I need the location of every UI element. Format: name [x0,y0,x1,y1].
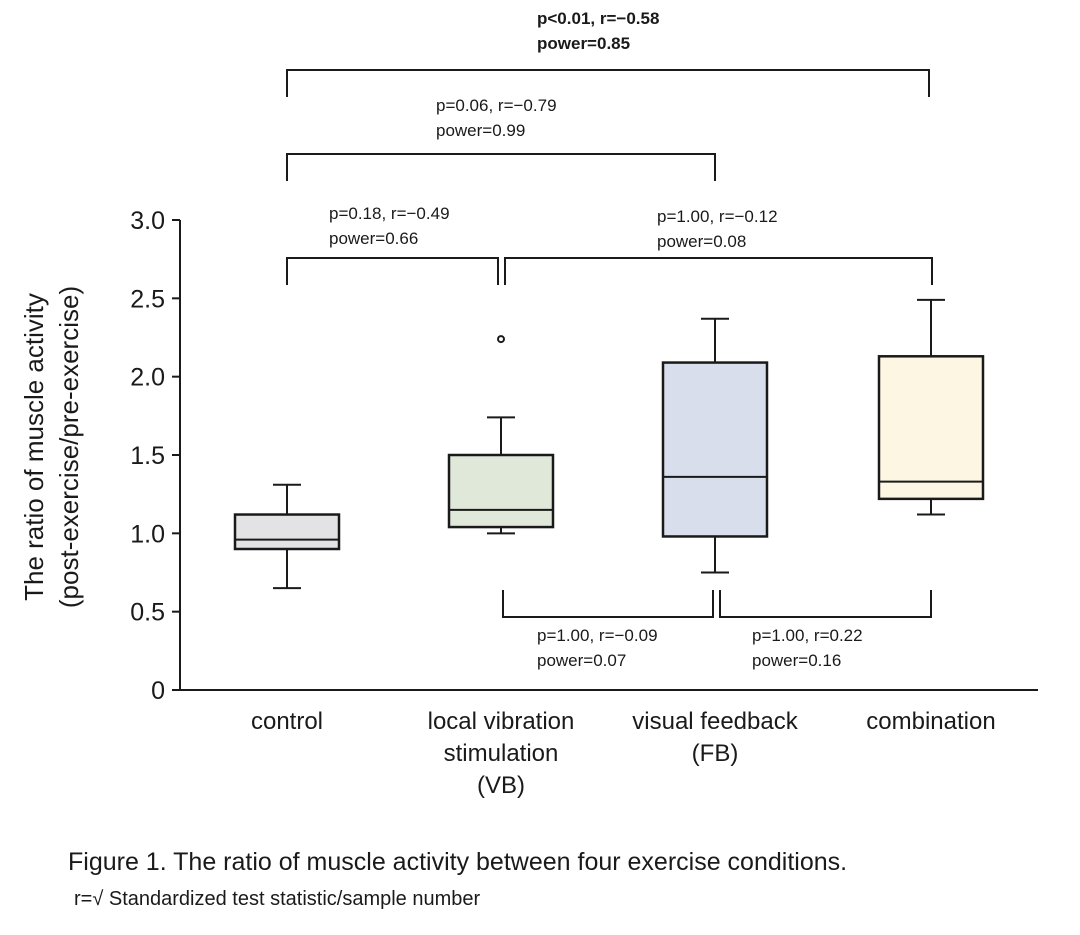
figure-caption: Figure 1. The ratio of muscle activity b… [68,848,848,876]
comparison-stat-label: power=0.85 [537,34,630,53]
category-label: combination [866,708,995,735]
comparison-stat-label: power=0.99 [436,121,525,140]
iqr-box [233,513,341,551]
y-tick-label: 0 [151,677,165,705]
y-tick-label: 2.0 [130,364,165,392]
y-tick-label: 1.5 [130,442,165,470]
comparison-stat-label: p=0.18, r=−0.49 [329,204,450,223]
significance-bracket [286,153,716,181]
comparison-stat-label: p=1.00, r=0.22 [752,626,863,645]
category-label: local vibration [428,708,575,735]
formula-note: r=√ Standardized test statistic/sample n… [74,888,481,910]
category-label: stimulation [444,740,559,767]
iqr-box [877,355,985,501]
iqr-box [661,361,769,538]
significance-bracket [286,257,499,285]
significance-bracket [502,590,714,618]
y-axis-title-line: (post-exercise/pre-exercise) [54,286,84,608]
category-label: control [251,708,323,735]
comparison-stat-label: power=0.66 [329,229,418,248]
significance-bracket [286,69,930,97]
comparison-stat-label: p=1.00, r=−0.09 [537,626,658,645]
category-label: visual feedback [632,708,798,735]
outlier-point [497,335,505,344]
comparison-stat-label: p=0.06, r=−0.79 [436,96,557,115]
y-tick-label: 1.0 [130,520,165,548]
comparison-stat-label: power=0.07 [537,651,626,670]
box-plot-chart: 0 0.5 1.0 1.5 2.0 2.5 3.0 The ratio of muscle a… [19,9,1038,799]
y-tick-label: 3.0 [130,207,165,235]
comparison-stat-label: p=1.00, r=−0.12 [657,207,778,226]
category-label: (FB) [692,740,739,767]
comparison-stat-label: p<0.01, r=−0.58 [537,9,659,28]
significance-bracket [504,257,933,285]
comparison-stat-label: power=0.08 [657,232,746,251]
comparison-stat-label: power=0.16 [752,651,841,670]
category-label: (VB) [477,772,525,799]
y-axis-title-line: The ratio of muscle activity [19,293,49,601]
y-tick-label: 2.5 [130,285,165,313]
y-tick-label: 0.5 [130,599,165,627]
significance-bracket [719,590,932,618]
iqr-box [447,453,555,529]
